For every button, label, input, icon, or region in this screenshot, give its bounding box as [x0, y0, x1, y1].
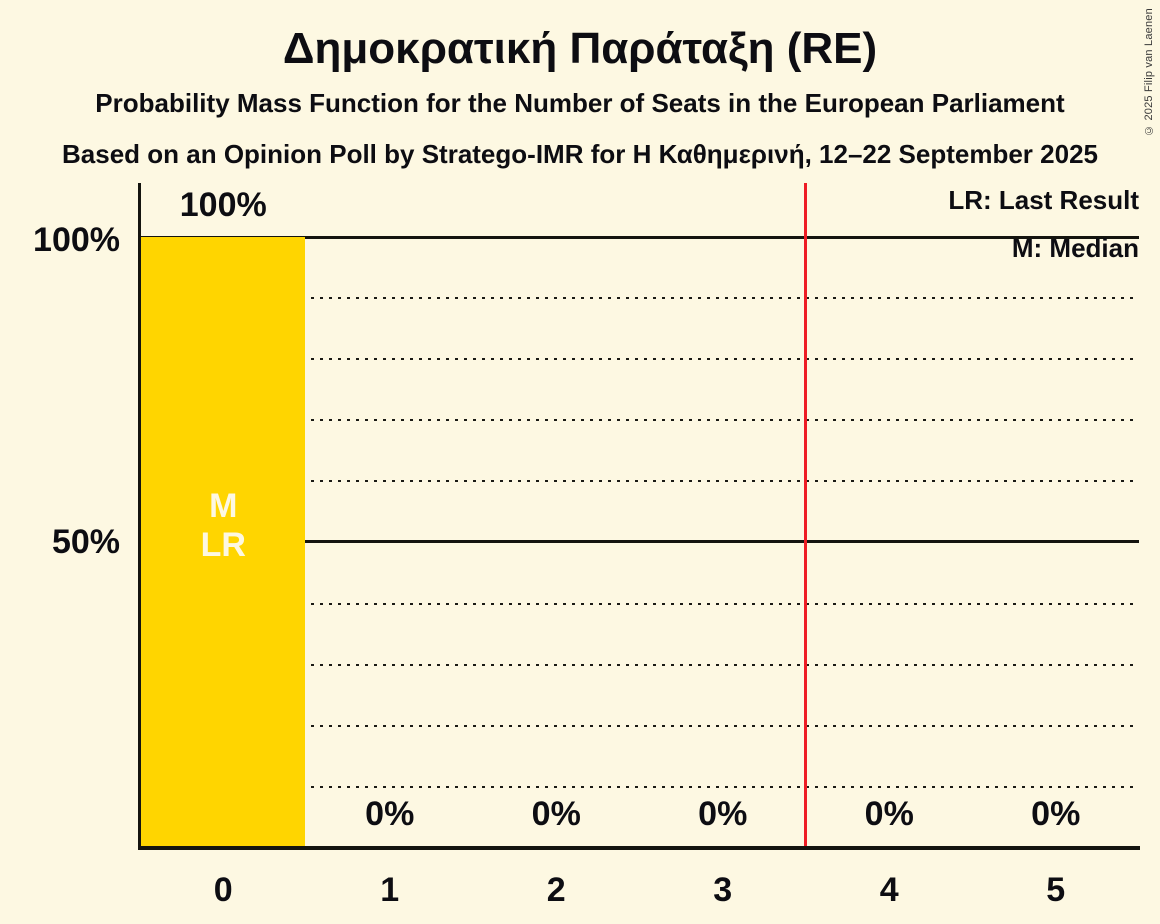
gridline-60pct: [140, 480, 1139, 482]
gridline-80pct: [140, 358, 1139, 360]
gridline-50pct: [140, 540, 1139, 543]
gridline-40pct: [140, 603, 1139, 605]
x-tick-label-1: 1: [380, 871, 400, 909]
legend-median: M: Median: [1011, 233, 1139, 263]
value-label-seat-0: 100%: [179, 186, 267, 224]
bar-column-seat-1: 0%: [307, 183, 474, 846]
bar-column-seat-0: M LR 100%: [140, 183, 307, 846]
bar-column-seat-3: 0%: [640, 183, 807, 846]
plot-area: M LR 100% 0% 0% 0% 0% 0% LR: Las: [140, 183, 1139, 846]
legend-last-result: LR: Last Result: [948, 185, 1139, 215]
chart-subtitle: Probability Mass Function for the Number…: [95, 88, 1065, 118]
gridline-10pct: [140, 786, 1139, 788]
x-tick-label-4: 4: [879, 871, 899, 909]
y-tick-label-100: 100%: [33, 221, 120, 259]
value-label-seat-4: 0%: [864, 795, 914, 833]
x-tick-label-5: 5: [1046, 871, 1066, 909]
gridline-20pct: [140, 725, 1139, 727]
y-axis-line: [138, 183, 141, 850]
bar-column-seat-5: 0%: [973, 183, 1140, 846]
gridline-100pct: [140, 236, 1139, 239]
bar-column-seat-4: 0%: [806, 183, 973, 846]
probability-bar-seat-0: M LR: [141, 237, 306, 846]
x-tick-label-0: 0: [213, 871, 233, 909]
value-label-seat-2: 0%: [531, 795, 581, 833]
last-result-marker-label: LR: [200, 526, 246, 564]
x-axis-labels: 0 1 2 3 4 5: [140, 871, 1139, 910]
bar-column-seat-2: 0%: [473, 183, 640, 846]
chart-title: Δημοκρατική Παράταξη (RE): [282, 24, 878, 73]
x-tick-label-2: 2: [546, 871, 566, 909]
gridline-90pct: [140, 297, 1139, 299]
copyright-notice: © 2025 Filip van Laenen: [1143, 8, 1155, 136]
value-label-seat-5: 0%: [1031, 795, 1081, 833]
chart-source-line: Based on an Opinion Poll by Stratego-IMR…: [62, 139, 1098, 169]
value-label-seat-1: 0%: [365, 795, 415, 833]
y-tick-label-50: 50%: [51, 523, 120, 561]
bar-columns: M LR 100% 0% 0% 0% 0% 0%: [140, 183, 1139, 846]
x-axis-line: [138, 846, 1140, 850]
gridline-30pct: [140, 664, 1139, 666]
x-tick-label-3: 3: [713, 871, 733, 909]
median-last-result-marker: M LR: [141, 487, 305, 565]
majority-threshold-line: [804, 183, 807, 846]
gridline-70pct: [140, 419, 1139, 421]
value-label-seat-3: 0%: [698, 795, 748, 833]
median-marker-label: M: [209, 487, 238, 525]
